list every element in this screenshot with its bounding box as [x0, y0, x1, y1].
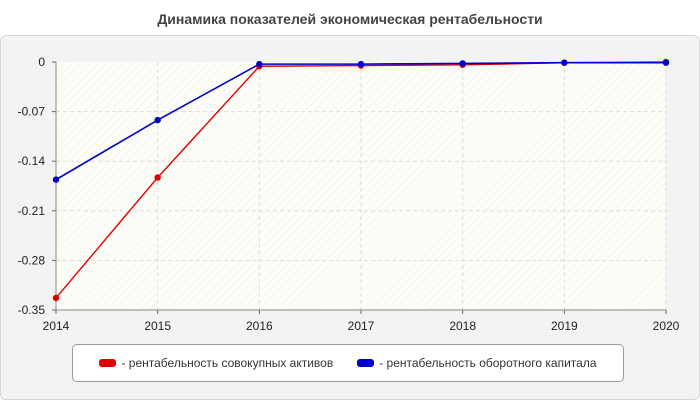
series-2-point — [662, 59, 670, 66]
tick-labels: 0 -0.07 -0.14 -0.21 -0.28 -0.35 2014 2015 2016 20… — [18, 55, 680, 333]
x-tick-label: 2014 — [43, 319, 70, 333]
legend-label-working-capital: - рентабельность оборотного капитала — [379, 356, 597, 370]
grid-lines — [56, 62, 667, 310]
x-tick-label: 2017 — [348, 319, 375, 333]
series-2-point — [256, 60, 263, 68]
series-1-point — [52, 294, 60, 302]
legend-swatch-assets — [99, 359, 117, 367]
y-tick-label: -0.07 — [18, 105, 46, 119]
legend-label-assets: - рентабельность совокупных активов — [121, 356, 334, 370]
chart-title: Динамика показателей экономическая рента… — [157, 11, 543, 27]
x-tick-label: 2015 — [144, 319, 171, 333]
series-2-point — [459, 60, 466, 67]
series-2-point — [357, 60, 365, 68]
series-2-point — [52, 176, 60, 183]
legend-swatch-working-capital — [357, 359, 375, 367]
legend-item-working-capital[interactable]: - рентабельность оборотного капитала — [357, 356, 597, 370]
y-tick-label: 0 — [38, 55, 45, 69]
x-tick-label: 2019 — [551, 319, 578, 333]
series-1-point — [154, 174, 161, 181]
y-tick-label: -0.21 — [18, 204, 46, 218]
series-2-point — [154, 116, 161, 124]
y-tick-label: -0.35 — [18, 303, 46, 317]
axes — [52, 61, 667, 314]
y-tick-label: -0.28 — [18, 253, 46, 267]
legend: - рентабельность совокупных активов - ре… — [72, 344, 624, 382]
x-tick-label: 2018 — [449, 319, 476, 333]
x-tick-label: 2020 — [653, 319, 680, 333]
series-points — [52, 58, 670, 302]
series-2-point — [561, 59, 568, 66]
y-tick-label: -0.14 — [18, 154, 46, 168]
legend-item-assets[interactable]: - рентабельность совокупных активов — [99, 356, 333, 370]
x-tick-label: 2016 — [246, 319, 273, 333]
